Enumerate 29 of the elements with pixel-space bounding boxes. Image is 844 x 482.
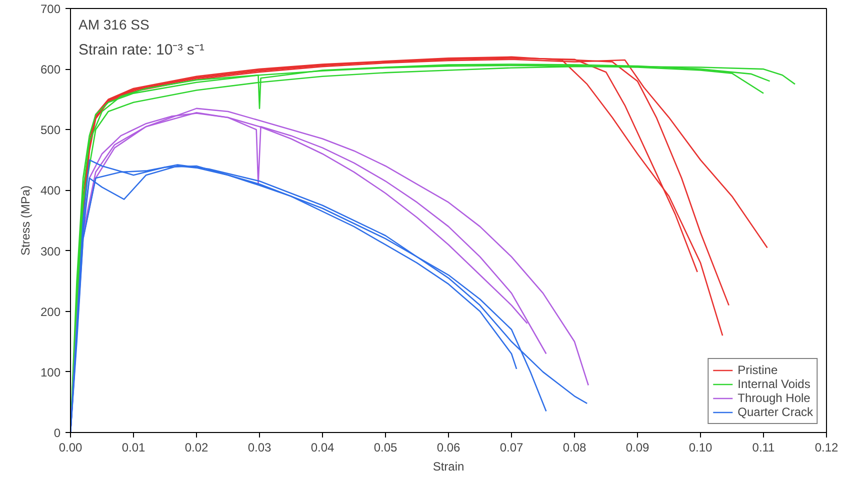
x-tick-label: 0.07 — [500, 440, 524, 454]
legend-label: Through Hole — [738, 391, 810, 405]
x-tick-label: 0.08 — [562, 440, 587, 454]
x-tick-label: 0.09 — [626, 440, 650, 454]
y-tick-label: 100 — [40, 365, 61, 380]
x-tick-label: 0.02 — [184, 440, 209, 454]
x-tick-label: 0.04 — [310, 440, 335, 454]
legend-label: Pristine — [738, 363, 778, 377]
x-axis-title: Strain — [432, 460, 464, 474]
x-tick-label: 0.06 — [436, 440, 461, 454]
x-tick-label: 0.05 — [374, 440, 398, 454]
y-tick-label: 300 — [40, 244, 61, 258]
legend-label: Quarter Crack — [738, 405, 813, 419]
y-tick-label: 200 — [40, 304, 61, 319]
legend-label: Internal Voids — [738, 377, 810, 391]
x-tick-label: 0.10 — [688, 440, 713, 454]
x-tick-label: 0.01 — [122, 440, 146, 454]
y-tick-label: 600 — [40, 62, 61, 77]
x-tick-label: 0.03 — [248, 440, 272, 454]
x-tick-label: 0.00 — [58, 440, 83, 454]
text: Strain rate: 10⁻³ s⁻¹ — [78, 42, 204, 58]
x-tick-label: 0.12 — [814, 440, 839, 454]
y-tick-label: 700 — [40, 2, 61, 16]
text: AM 316 SS — [78, 16, 150, 32]
y-tick-label: 500 — [40, 123, 61, 138]
y-axis-title: Stress (MPa) — [18, 185, 32, 256]
y-tick-label: 0 — [54, 426, 61, 440]
x-tick-label: 0.11 — [752, 440, 776, 454]
y-tick-label: 400 — [40, 184, 61, 198]
